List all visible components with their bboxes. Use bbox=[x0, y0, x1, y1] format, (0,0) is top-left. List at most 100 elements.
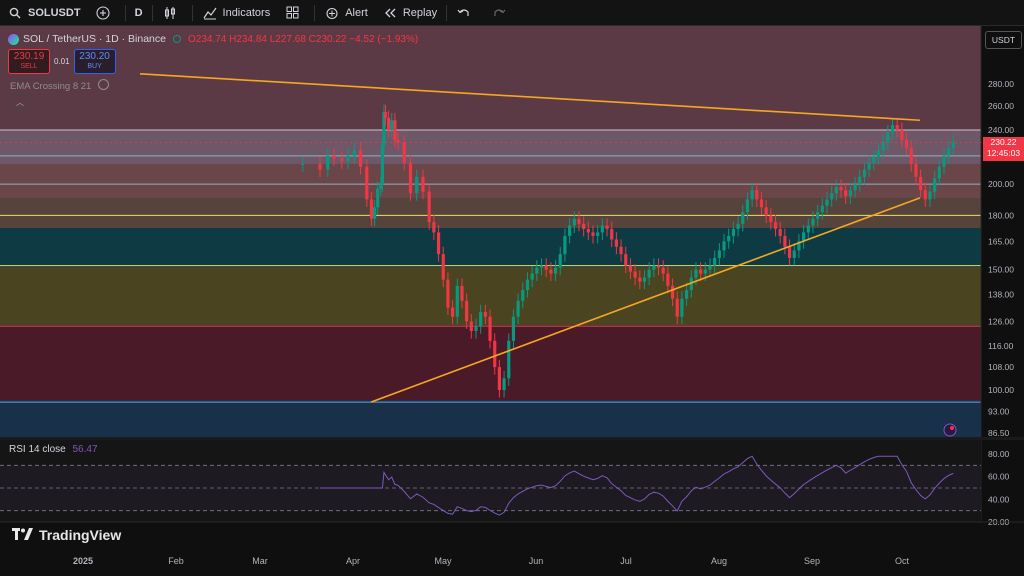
candle-body bbox=[890, 125, 895, 133]
candle-body bbox=[792, 250, 796, 258]
ohlc-values: O234.74 H234.84 L227.68 C230.22 −4.52 (−… bbox=[188, 34, 418, 45]
zone-band bbox=[0, 400, 981, 437]
zone-band bbox=[0, 130, 981, 164]
x-tick-label: Mar bbox=[252, 556, 268, 566]
y-tick-label: 116.00 bbox=[988, 341, 1014, 351]
y-tick-label: 150.00 bbox=[988, 265, 1014, 275]
y-tick-label: 126.00 bbox=[988, 316, 1014, 326]
tradingview-logo[interactable]: TradingView bbox=[12, 527, 121, 543]
candle-body bbox=[703, 269, 707, 274]
replay-button[interactable]: Replay bbox=[375, 0, 444, 25]
symbol-icon bbox=[8, 33, 19, 45]
rsi-tick-label: 60.00 bbox=[988, 472, 1010, 482]
candle-body bbox=[769, 215, 773, 223]
candle-body bbox=[713, 257, 717, 266]
interval-button[interactable]: D bbox=[128, 0, 150, 25]
buy-button[interactable]: 230.20 BUY bbox=[73, 49, 116, 74]
candle-body bbox=[848, 190, 852, 197]
candle-body bbox=[605, 225, 609, 229]
candle-body bbox=[525, 279, 530, 291]
candle-body bbox=[549, 269, 553, 274]
x-tick-label: Apr bbox=[346, 556, 360, 566]
candle-body bbox=[904, 140, 909, 148]
undo-icon bbox=[456, 5, 472, 21]
compare-button[interactable] bbox=[88, 0, 123, 25]
candle-body bbox=[382, 111, 386, 146]
candle-body bbox=[610, 228, 614, 240]
candle-body bbox=[699, 269, 703, 274]
trade-panel: 230.19 SELL 0.01 230.20 BUY bbox=[8, 49, 116, 74]
candle-body bbox=[680, 298, 684, 317]
y-tick-label: 108.00 bbox=[988, 362, 1014, 372]
candle-body bbox=[624, 254, 628, 266]
candle-body bbox=[694, 269, 698, 278]
candle-body bbox=[441, 254, 445, 280]
rsi-tick-label: 40.00 bbox=[988, 494, 1010, 504]
layouts-button[interactable] bbox=[277, 0, 312, 25]
low-value: L227.68 bbox=[269, 33, 306, 45]
candle-body bbox=[853, 184, 857, 191]
interval-label: D bbox=[134, 6, 143, 19]
event-marker-icon bbox=[943, 423, 957, 437]
candle-body bbox=[736, 223, 740, 229]
candle-body bbox=[764, 207, 768, 216]
zone-band bbox=[0, 164, 981, 198]
candle-body bbox=[685, 290, 689, 299]
candle-body bbox=[881, 142, 885, 151]
candle-body bbox=[436, 232, 441, 255]
candle-body bbox=[928, 191, 932, 200]
candle-body bbox=[628, 265, 633, 272]
candle-body bbox=[661, 267, 665, 274]
price-chart[interactable]: 280.00260.00240.00220.00200.00180.00165.… bbox=[0, 26, 1024, 571]
indicators-icon bbox=[202, 5, 218, 21]
zone-band bbox=[0, 228, 981, 267]
redo-button[interactable] bbox=[484, 0, 519, 25]
indicators-button[interactable]: Indicators bbox=[195, 0, 278, 25]
rewind-icon bbox=[382, 5, 398, 21]
chart-type-button[interactable] bbox=[155, 0, 190, 25]
toolbar-divider bbox=[151, 4, 153, 21]
spread-value: 0.01 bbox=[54, 57, 70, 66]
candle-body bbox=[358, 150, 363, 167]
candle-body bbox=[825, 199, 829, 206]
y-tick-label: 165.00 bbox=[988, 236, 1014, 246]
candle-body bbox=[469, 321, 473, 331]
brand-name: TradingView bbox=[39, 527, 122, 543]
candle-body bbox=[867, 162, 871, 170]
chart-area[interactable]: 280.00260.00240.00220.00200.00180.00165.… bbox=[0, 26, 1024, 571]
sell-price: 230.19 bbox=[13, 50, 45, 62]
toolbar-divider bbox=[124, 4, 126, 21]
rsi-line bbox=[320, 455, 954, 516]
candle-body bbox=[586, 228, 590, 233]
candle-body bbox=[563, 235, 567, 255]
candle-body bbox=[900, 130, 904, 141]
symbol-search[interactable]: SOLUSDT bbox=[0, 0, 88, 25]
candles-icon bbox=[162, 5, 178, 21]
candle-body bbox=[820, 205, 824, 213]
collapse-legend-button[interactable]: ︿ bbox=[10, 95, 30, 109]
undo-button[interactable] bbox=[449, 0, 484, 25]
candle-body bbox=[455, 285, 459, 317]
candle-body bbox=[402, 142, 406, 163]
candle-body bbox=[497, 367, 501, 390]
x-tick-label: May bbox=[434, 556, 452, 566]
x-tick-label: Feb bbox=[168, 556, 184, 566]
candle-body bbox=[914, 164, 918, 177]
event-marker-dot bbox=[950, 426, 954, 430]
candle-body bbox=[647, 269, 651, 278]
candle-body bbox=[427, 191, 431, 223]
toolbar-divider bbox=[314, 4, 316, 21]
currency-selector[interactable]: USDT bbox=[985, 31, 1022, 49]
alert-button[interactable]: Alert bbox=[317, 0, 375, 25]
candle-body bbox=[787, 246, 792, 258]
candle-body bbox=[346, 155, 350, 162]
ema-indicator-label[interactable]: EMA Crossing 8 21 bbox=[10, 79, 109, 92]
candle-body bbox=[834, 187, 838, 194]
y-tick-label: 240.00 bbox=[988, 125, 1014, 135]
candle-body bbox=[376, 188, 380, 208]
y-tick-label: 138.00 bbox=[988, 289, 1014, 299]
candle-body bbox=[521, 290, 525, 301]
eye-off-icon[interactable] bbox=[97, 79, 109, 90]
rsi-label: RSI 14 close bbox=[9, 444, 66, 455]
sell-button[interactable]: 230.19 SELL bbox=[8, 49, 50, 74]
